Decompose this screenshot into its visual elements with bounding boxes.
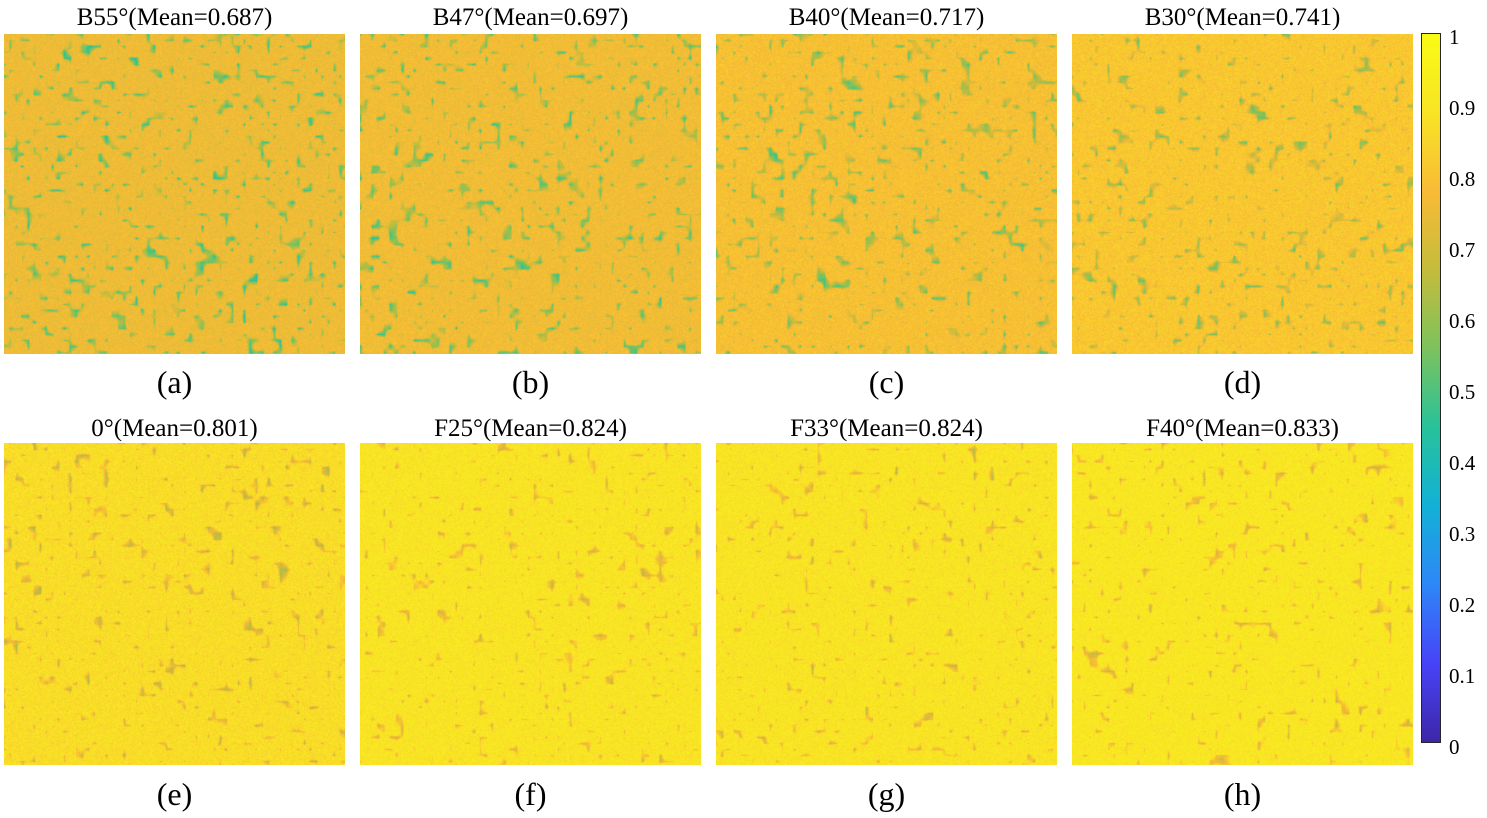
- panel-f: F25°(Mean=0.824) (f): [360, 412, 701, 818]
- panel-caption: (g): [867, 776, 906, 812]
- panel-caption: (b): [511, 364, 550, 400]
- colorbar-tick-label: 0.5: [1449, 380, 1476, 404]
- heatmap-image: [4, 34, 345, 354]
- colorbar-tick-label: 0.4: [1449, 451, 1476, 475]
- colorbar-tick-label: 0.7: [1449, 238, 1476, 262]
- panel-g: F33°(Mean=0.824) (g): [716, 412, 1057, 818]
- panel-b: B47°(Mean=0.697) (b): [360, 0, 701, 410]
- panel-caption: (h): [1223, 776, 1262, 812]
- panel-title: B40°(Mean=0.717): [788, 4, 985, 31]
- panel-c: B40°(Mean=0.717) (c): [716, 0, 1057, 410]
- panel-caption: (c): [868, 364, 905, 400]
- heatmap-image: [360, 34, 701, 354]
- colorbar-tick-label: 0.8: [1449, 167, 1476, 191]
- panel-a: B55°(Mean=0.687) (a): [4, 0, 345, 410]
- heatmap-image: [1072, 443, 1413, 765]
- heatmap-image: [4, 443, 345, 765]
- colorbar-tick-label: 0.1: [1449, 664, 1476, 688]
- colorbar-tick-label: 0.2: [1449, 593, 1476, 617]
- colorbar-tick-label: 0.6: [1449, 309, 1476, 333]
- heatmap-image: [360, 443, 701, 765]
- heatmap-image: [1072, 34, 1413, 354]
- colorbar-tick-label: 0.3: [1449, 522, 1476, 546]
- panel-d: B30°(Mean=0.741) (d): [1072, 0, 1413, 410]
- panel-title: F40°(Mean=0.833): [1146, 415, 1339, 442]
- panel-title: B30°(Mean=0.741): [1144, 4, 1341, 31]
- panel-caption: (f): [514, 776, 547, 812]
- colorbar-tick-label: 1: [1449, 25, 1460, 49]
- panel-caption: (d): [1223, 364, 1262, 400]
- panel-caption: (a): [156, 364, 193, 400]
- colorbar-tick-label: 0.9: [1449, 96, 1476, 120]
- panel-h: F40°(Mean=0.833) (h): [1072, 412, 1413, 818]
- panel-title: B47°(Mean=0.697): [432, 4, 629, 31]
- panel-title: B55°(Mean=0.687): [76, 4, 273, 31]
- heatmap-image: [716, 443, 1057, 765]
- heatmap-image: [716, 34, 1057, 354]
- colorbar-tick-label: 0: [1449, 735, 1460, 759]
- panel-caption: (e): [156, 776, 193, 812]
- panel-title: F33°(Mean=0.824): [790, 415, 983, 442]
- panel-e: 0°(Mean=0.801) (e): [4, 412, 345, 818]
- panel-title: 0°(Mean=0.801): [91, 415, 258, 442]
- colorbar: [1421, 33, 1441, 743]
- panel-title: F25°(Mean=0.824): [434, 415, 627, 442]
